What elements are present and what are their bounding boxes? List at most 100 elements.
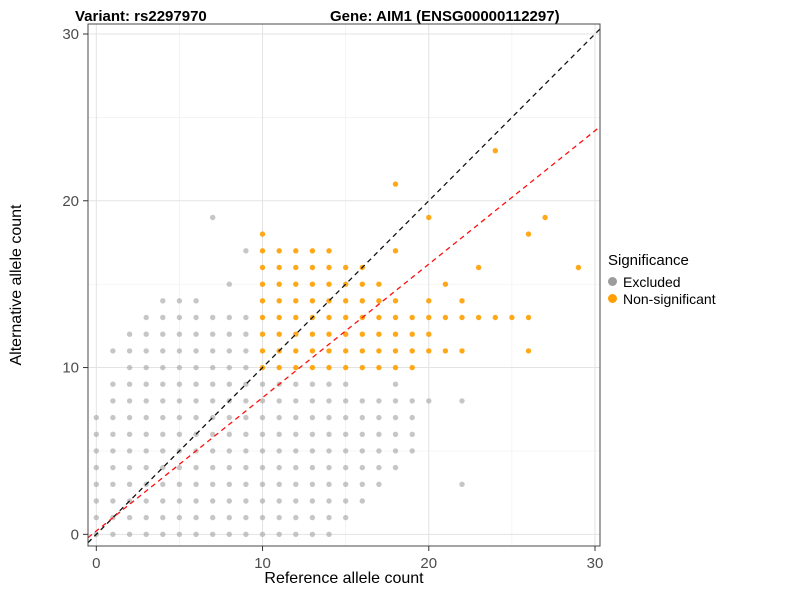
data-point xyxy=(143,431,149,437)
data-point xyxy=(126,398,133,404)
series-non-significant xyxy=(259,148,582,371)
data-point xyxy=(176,464,183,471)
data-point xyxy=(309,448,316,454)
data-point xyxy=(243,448,249,454)
data-point xyxy=(326,464,332,471)
data-point xyxy=(126,364,133,371)
data-point xyxy=(343,364,349,371)
y-tick-label: 10 xyxy=(62,360,79,377)
data-point xyxy=(276,498,282,504)
data-point xyxy=(210,214,216,221)
data-point xyxy=(143,448,149,454)
data-point xyxy=(243,531,249,537)
data-point xyxy=(93,498,100,504)
data-point xyxy=(176,498,183,504)
data-point xyxy=(442,281,449,287)
data-point xyxy=(475,264,482,271)
data-point xyxy=(276,264,282,271)
data-point xyxy=(309,281,316,287)
legend-item-excluded: Excluded xyxy=(608,273,716,290)
data-point xyxy=(193,381,199,387)
data-point xyxy=(276,314,282,321)
data-point xyxy=(426,314,432,321)
data-point xyxy=(326,381,332,387)
data-point xyxy=(309,398,316,404)
data-point xyxy=(193,464,199,471)
data-point xyxy=(293,381,299,387)
data-point xyxy=(160,298,166,304)
data-point xyxy=(359,331,365,337)
data-point xyxy=(326,364,332,371)
data-point xyxy=(276,298,282,304)
data-point xyxy=(259,331,266,337)
data-point xyxy=(126,348,133,354)
data-point xyxy=(93,431,100,437)
data-point xyxy=(126,414,133,421)
data-point xyxy=(276,398,282,404)
data-point xyxy=(426,331,432,337)
data-point xyxy=(226,314,232,321)
data-point xyxy=(359,414,365,421)
data-point xyxy=(259,498,266,504)
data-point xyxy=(326,448,332,454)
data-point xyxy=(193,331,199,337)
data-point xyxy=(409,348,415,354)
data-point xyxy=(226,381,232,387)
data-point xyxy=(176,514,183,521)
y-axis: 0 10 20 30 xyxy=(62,26,88,543)
data-point xyxy=(492,148,498,154)
data-point xyxy=(210,531,216,537)
data-point xyxy=(276,481,282,487)
data-point xyxy=(126,431,133,437)
data-point xyxy=(210,498,216,504)
data-point xyxy=(93,464,100,471)
data-point xyxy=(459,314,465,321)
data-point xyxy=(392,431,399,437)
data-point xyxy=(359,498,365,504)
data-point xyxy=(276,431,282,437)
data-point xyxy=(193,364,199,371)
data-point xyxy=(126,331,133,337)
data-point xyxy=(143,331,149,337)
data-point xyxy=(343,481,349,487)
data-point xyxy=(376,298,382,304)
data-point xyxy=(309,298,316,304)
data-point xyxy=(243,414,249,421)
data-point xyxy=(326,281,332,287)
data-point xyxy=(110,464,116,471)
data-point xyxy=(376,464,382,471)
data-point xyxy=(392,298,399,304)
data-point xyxy=(293,314,299,321)
data-point xyxy=(459,298,465,304)
data-point xyxy=(193,314,199,321)
data-point xyxy=(326,331,332,337)
data-point xyxy=(143,414,149,421)
data-point xyxy=(160,398,166,404)
data-point xyxy=(226,481,232,487)
data-point xyxy=(376,481,382,487)
data-point xyxy=(160,498,166,504)
x-tick-label: 0 xyxy=(92,555,100,572)
data-point xyxy=(359,464,365,471)
panel-border xyxy=(87,23,601,547)
data-point xyxy=(226,431,232,437)
data-point xyxy=(326,498,332,504)
data-point xyxy=(276,464,282,471)
data-point xyxy=(259,448,266,454)
data-point xyxy=(376,314,382,321)
excluded-dot-icon xyxy=(608,277,617,286)
data-point xyxy=(176,331,183,337)
data-point xyxy=(226,331,232,337)
legend-item-nonsignificant: Non-significant xyxy=(608,290,716,307)
data-point xyxy=(210,481,216,487)
data-point xyxy=(326,514,332,521)
data-point xyxy=(276,531,282,537)
data-point xyxy=(376,448,382,454)
data-point xyxy=(176,481,183,487)
data-point xyxy=(160,481,166,487)
data-point xyxy=(143,314,149,321)
data-point xyxy=(276,448,282,454)
data-point xyxy=(259,248,266,254)
data-point xyxy=(392,248,399,254)
